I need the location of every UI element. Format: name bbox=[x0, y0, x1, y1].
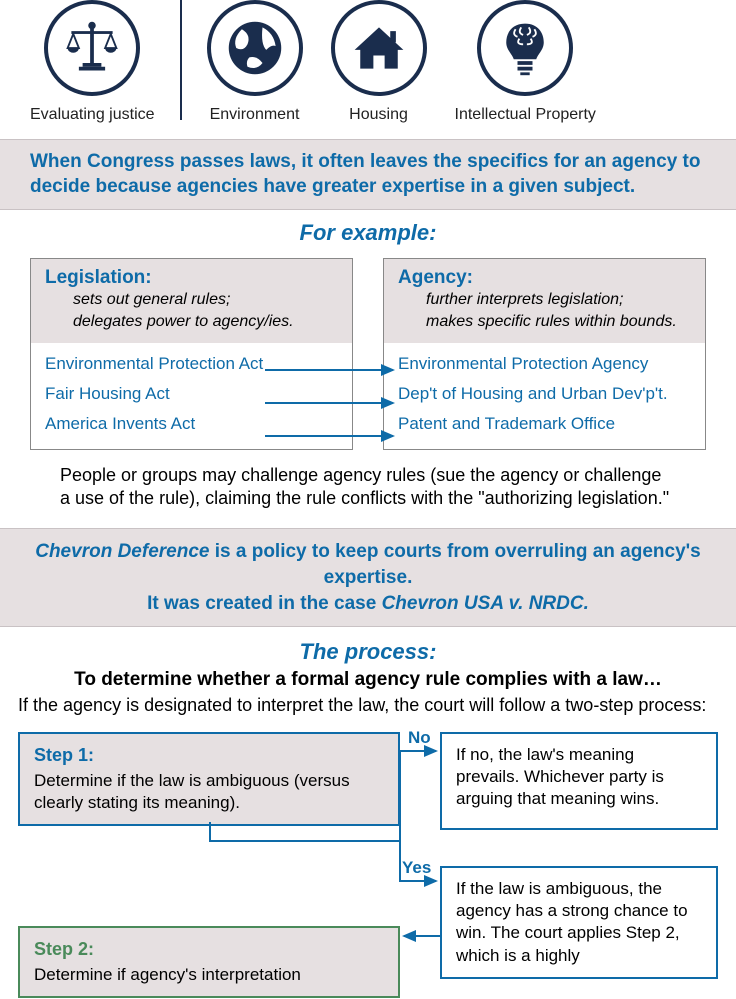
agency-row: Environmental Protection Agency bbox=[398, 349, 691, 379]
agency-title: Agency: bbox=[398, 267, 691, 289]
legislation-sub: delegates power to agency/ies. bbox=[45, 311, 338, 333]
chevron-text: Chevron Deference is a policy to keep co… bbox=[30, 539, 706, 616]
scales-icon bbox=[44, 0, 140, 96]
category-environment: Environment bbox=[207, 0, 303, 124]
process-subtitle: To determine whether a formal agency rul… bbox=[0, 669, 736, 691]
mapping-arrows bbox=[265, 360, 405, 460]
chevron-term: Chevron Deference bbox=[35, 541, 209, 562]
agency-sub: further interprets legislation; bbox=[398, 289, 691, 311]
agency-sub: makes specific rules within bounds. bbox=[398, 311, 691, 333]
category-housing: Housing bbox=[331, 0, 427, 124]
agency-header: Agency: further interprets legislation; … bbox=[384, 259, 705, 342]
category-icon-row: Evaluating justice Environment Housing bbox=[0, 0, 736, 139]
process-description: If the agency is designated to interpret… bbox=[0, 695, 736, 726]
agency-row: Dep't of Housing and Urban Dev'p't. bbox=[398, 379, 691, 409]
legislation-title: Legislation: bbox=[45, 267, 338, 289]
legislation-sub: sets out general rules; bbox=[45, 289, 338, 311]
for-example-heading: For example: bbox=[0, 220, 736, 246]
category-label: Evaluating justice bbox=[30, 106, 155, 124]
category-label: Environment bbox=[210, 106, 300, 124]
house-icon bbox=[331, 0, 427, 96]
chevron-case: Chevron USA v. NRDC. bbox=[382, 593, 589, 614]
brain-bulb-icon bbox=[477, 0, 573, 96]
flowchart: Step 1: Determine if the law is ambiguou… bbox=[0, 726, 736, 986]
category-label: Housing bbox=[349, 106, 408, 124]
category-justice: Evaluating justice bbox=[30, 0, 155, 124]
globe-icon bbox=[207, 0, 303, 96]
flow-connectors bbox=[0, 726, 736, 986]
agency-body: Environmental Protection Agency Dep't of… bbox=[384, 343, 705, 449]
category-ip: Intellectual Property bbox=[455, 0, 596, 124]
process-heading: The process: bbox=[0, 639, 736, 665]
intro-band: When Congress passes laws, it often leav… bbox=[0, 139, 736, 210]
legislation-agency-comparison: Legislation: sets out general rules; del… bbox=[0, 258, 736, 449]
agency-row: Patent and Trademark Office bbox=[398, 409, 691, 439]
legislation-header: Legislation: sets out general rules; del… bbox=[31, 259, 352, 342]
chevron-band: Chevron Deference is a policy to keep co… bbox=[0, 528, 736, 627]
vertical-divider bbox=[180, 0, 182, 120]
agency-box: Agency: further interprets legislation; … bbox=[383, 258, 706, 449]
challenge-paragraph: People or groups may challenge agency ru… bbox=[0, 450, 736, 529]
intro-text: When Congress passes laws, it often leav… bbox=[30, 150, 706, 199]
category-label: Intellectual Property bbox=[455, 106, 596, 124]
